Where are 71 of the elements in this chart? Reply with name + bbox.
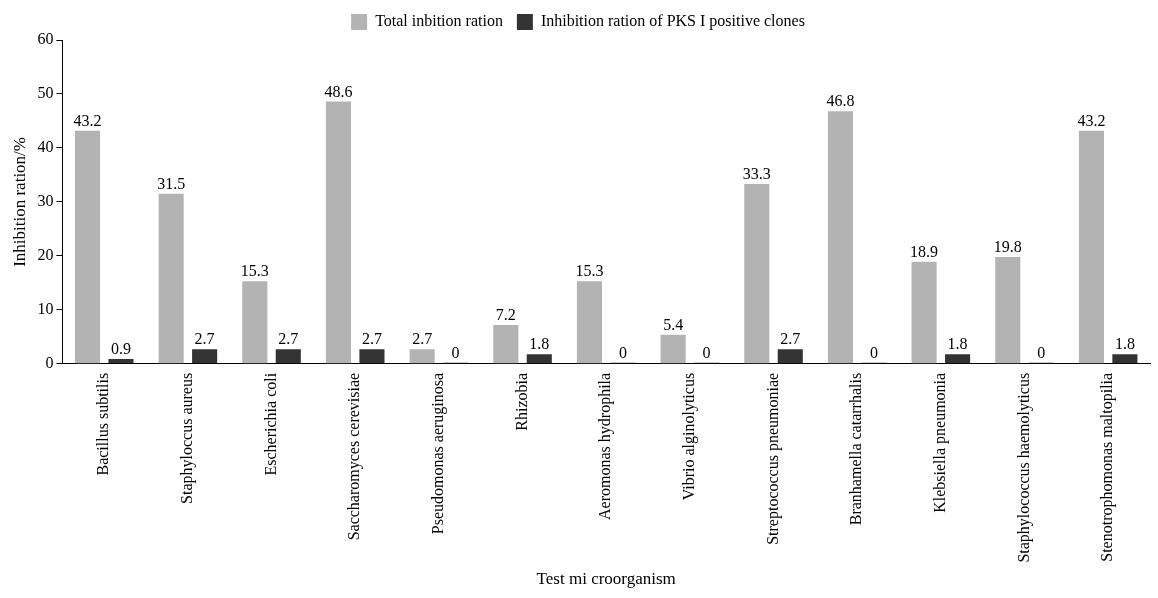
data-label: 0	[451, 344, 460, 362]
x-tick-label: Streptococcus pneumoniae	[763, 372, 782, 545]
x-tick-label: Rhizobia	[512, 372, 530, 431]
data-label: 0	[618, 344, 627, 362]
x-tick-label: Staphylococcus haemolyticus	[1014, 372, 1033, 563]
bar	[777, 349, 803, 364]
y-tick-label: 20	[37, 246, 54, 264]
bar	[911, 261, 937, 364]
data-label: 15.3	[240, 262, 269, 280]
bar	[108, 359, 134, 364]
data-label: 18.9	[910, 243, 939, 261]
x-tick-label: Pseudomonas aeruginosa	[429, 372, 448, 535]
data-label: 5.4	[663, 315, 684, 333]
x-tick-label: Stenotrophomonas maltopilia	[1098, 372, 1117, 562]
data-label: 1.8	[947, 335, 968, 353]
x-tick-label: Escherichia coli	[261, 372, 279, 476]
data-label: 48.6	[324, 82, 353, 100]
data-label: 46.8	[826, 92, 855, 110]
bar	[275, 349, 301, 364]
bar	[158, 193, 184, 364]
data-label: 0	[869, 344, 878, 362]
bar	[1078, 130, 1104, 364]
data-label: 2.7	[412, 330, 433, 348]
data-label: 0	[1037, 344, 1046, 362]
data-label: 2.7	[278, 330, 299, 348]
x-tick-label: Klebsiella pneumonia	[931, 372, 950, 513]
bar	[744, 184, 770, 364]
bar	[242, 281, 268, 364]
bar	[493, 325, 519, 364]
y-tick-label: 60	[37, 30, 54, 48]
data-label: 0.9	[110, 340, 131, 358]
x-tick-label: Saccharomyces cerevisiae	[345, 372, 364, 541]
bar	[325, 101, 352, 364]
bar	[1112, 354, 1138, 364]
y-tick-label: 0	[45, 354, 54, 372]
x-tick-label: Staphyloccus aureus	[178, 372, 197, 504]
bar	[74, 130, 101, 364]
data-label: 1.8	[529, 335, 550, 353]
data-label: 43.2	[73, 111, 102, 129]
bar	[192, 349, 218, 364]
y-axis-title: Inhibition ration/%	[9, 137, 29, 267]
bar	[409, 349, 435, 364]
data-label: 43.2	[1077, 111, 1106, 129]
data-label: 1.8	[1114, 335, 1135, 353]
x-tick-label: Branhamella catarrhalis	[847, 372, 865, 526]
data-label: 15.3	[575, 262, 604, 280]
data-label: 0	[702, 344, 711, 362]
bar	[359, 349, 385, 364]
bar	[945, 354, 971, 364]
y-tick-label: 40	[37, 138, 54, 156]
data-label: 31.5	[157, 175, 186, 193]
x-tick-label: Aeromonas hydrophila	[596, 372, 615, 520]
data-label: 7.2	[495, 306, 516, 324]
legend-label: Inhibition ration of PKS I positive clones	[540, 12, 805, 31]
bar	[660, 334, 686, 364]
y-tick-label: 50	[37, 84, 54, 102]
x-tick-label: Bacillus subtilis	[94, 372, 112, 476]
legend-label: Total inbition ration	[375, 12, 503, 30]
bar	[576, 281, 603, 364]
bar	[827, 111, 853, 364]
x-tick-label: Vibrio alginolyticus	[680, 372, 699, 501]
bar	[526, 354, 552, 364]
data-label: 33.3	[742, 165, 771, 183]
data-label: 19.8	[993, 238, 1022, 256]
x-axis-title: Test mi croorganism	[536, 569, 676, 589]
y-tick-label: 10	[37, 300, 54, 318]
data-label: 2.7	[361, 330, 382, 348]
bar	[995, 256, 1021, 364]
data-label: 2.7	[194, 330, 215, 348]
data-label: 2.7	[780, 330, 801, 348]
y-tick-label: 30	[37, 192, 54, 210]
